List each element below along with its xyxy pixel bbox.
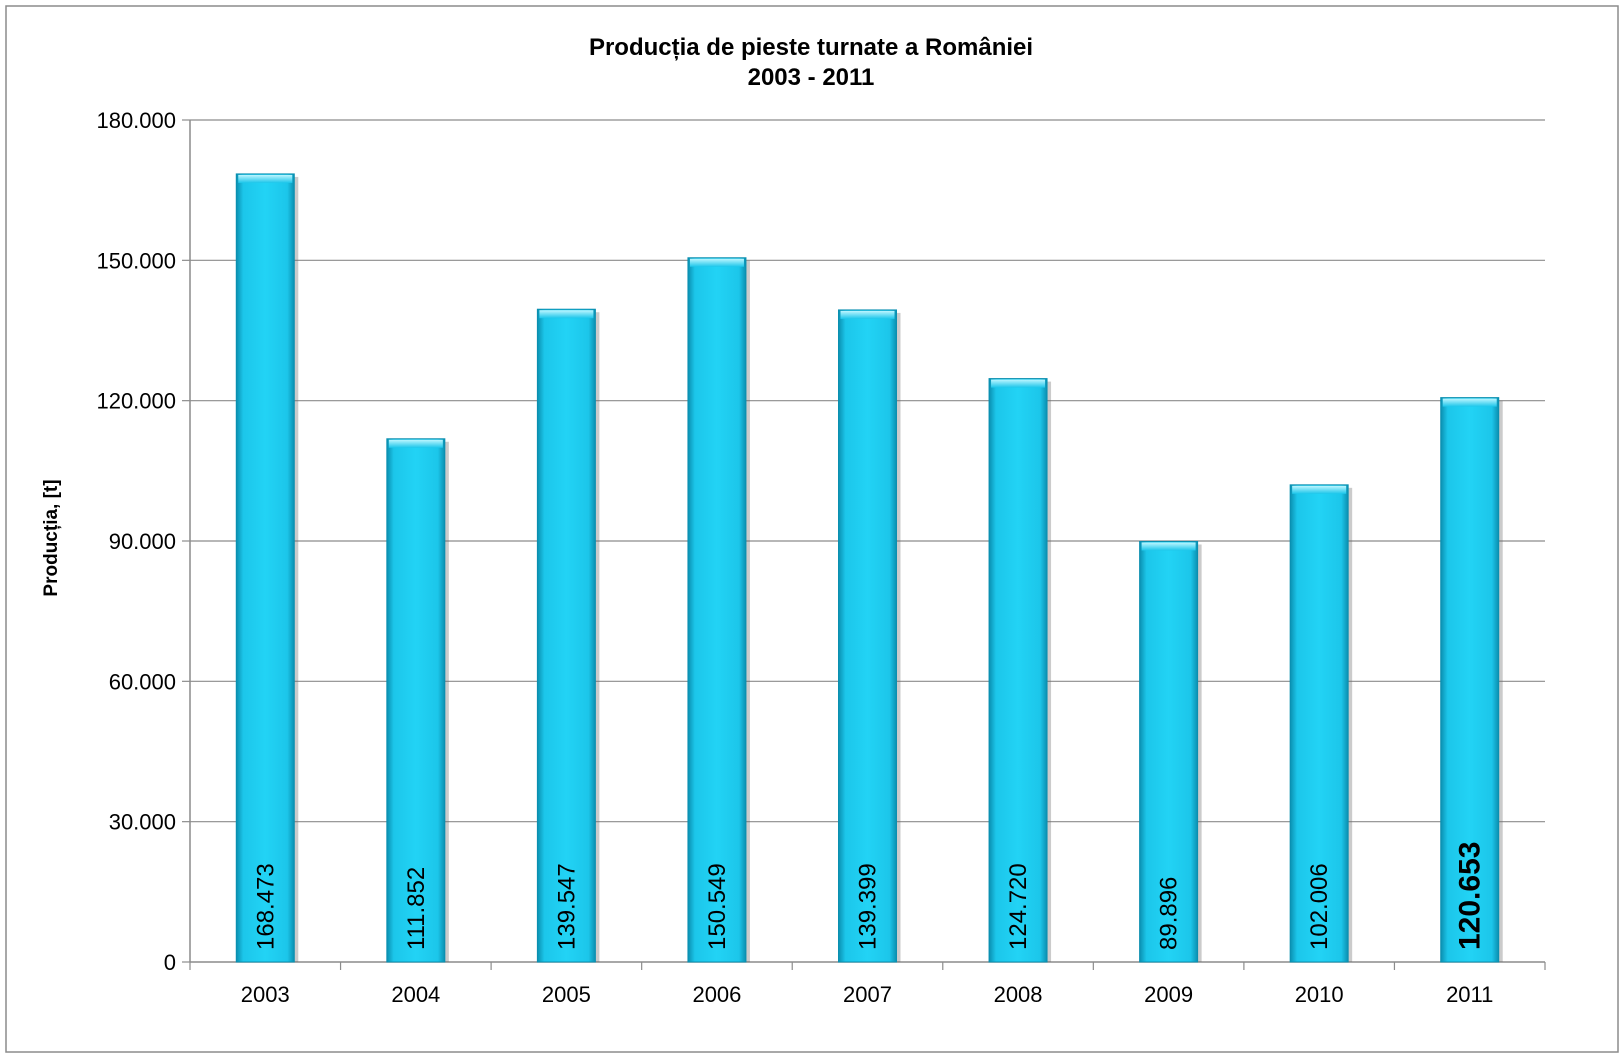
y-tick-label: 120.000 xyxy=(96,389,176,414)
bar-cap xyxy=(238,174,293,183)
bar xyxy=(1440,397,1500,963)
y-tick-label: 60.000 xyxy=(109,669,176,694)
y-tick-label: 30.000 xyxy=(109,810,176,835)
bar-cap xyxy=(1442,398,1497,407)
bar-cap xyxy=(840,310,895,319)
bar-cap xyxy=(991,379,1046,388)
bar xyxy=(386,438,446,963)
bar xyxy=(988,378,1048,963)
bar-cap xyxy=(1292,485,1347,494)
data-label: 120.653 xyxy=(1454,842,1487,950)
bar-cap xyxy=(1141,542,1196,551)
chart-title: Producția de pieste turnate a României xyxy=(589,34,1033,61)
y-tick-label: 180.000 xyxy=(96,108,176,133)
x-tick-label: 2005 xyxy=(542,982,591,1007)
bar-cap xyxy=(539,310,594,319)
x-tick-label: 2010 xyxy=(1295,982,1344,1007)
data-label: 89.896 xyxy=(1156,877,1183,950)
y-tick-label: 150.000 xyxy=(96,248,176,273)
data-label: 168.473 xyxy=(252,863,279,950)
bar xyxy=(1139,540,1199,963)
chart-subtitle: 2003 - 2011 xyxy=(748,64,875,91)
bar xyxy=(1289,484,1349,963)
x-tick-label: 2004 xyxy=(391,982,440,1007)
bar xyxy=(687,257,747,963)
x-tick-label: 2011 xyxy=(1446,982,1493,1007)
y-tick-label: 0 xyxy=(164,950,176,975)
data-label: 111.852 xyxy=(403,867,430,950)
bar xyxy=(838,309,897,963)
bar xyxy=(235,173,295,963)
data-label: 139.547 xyxy=(553,863,580,950)
bar-cap xyxy=(388,439,443,448)
bar xyxy=(536,308,596,963)
x-tick-label: 2007 xyxy=(843,982,892,1007)
data-label: 124.720 xyxy=(1005,863,1032,950)
x-tick-label: 2003 xyxy=(241,982,290,1007)
y-tick-label: 90.000 xyxy=(109,529,176,554)
x-tick-label: 2006 xyxy=(692,982,741,1007)
x-axis-ticks: 2003 2004 2005 2006 2007 2008 2009 2010 2011 xyxy=(189,962,1546,1007)
data-label: 139.399 xyxy=(855,863,882,950)
data-label: 150.549 xyxy=(704,863,731,950)
data-labels: 168.473 111.852 139.547 150.549 139.399 124.7… xyxy=(252,842,1486,950)
data-label: 102.006 xyxy=(1306,863,1333,950)
x-tick-label: 2008 xyxy=(994,982,1043,1007)
bars xyxy=(235,173,1503,963)
x-tick-label: 2009 xyxy=(1144,982,1193,1007)
y-axis-label: Producția, [t] xyxy=(41,479,62,596)
bar-cap xyxy=(689,258,744,267)
